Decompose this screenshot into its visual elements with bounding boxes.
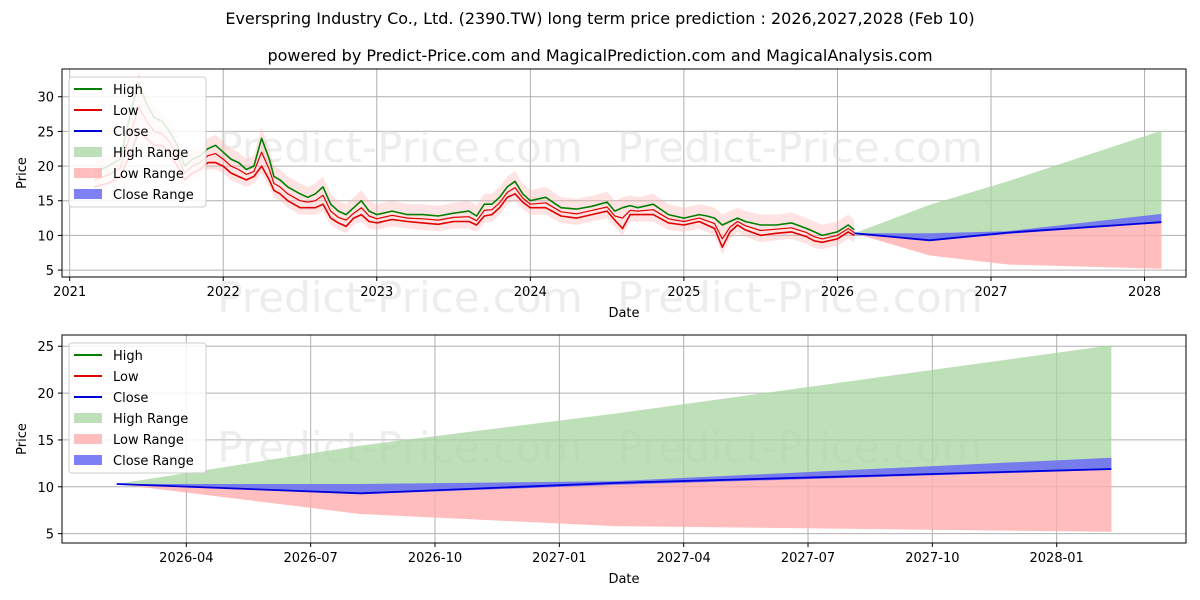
y-tick-label: 15 [37, 434, 54, 449]
x-tick-label: 2025 [667, 285, 700, 300]
close-series-line [116, 468, 1112, 495]
legend-label: Low [113, 370, 139, 385]
y-tick-label: 25 [37, 340, 54, 355]
y-tick-label: 5 [46, 264, 54, 279]
legend-label: High [113, 83, 143, 98]
low-range-band [116, 469, 1112, 532]
x-tick-label: 2027-07 [781, 551, 835, 566]
axes-frame [61, 68, 1187, 278]
watermark-text: Predict-Price.com [217, 123, 582, 172]
plot-area [116, 345, 1112, 532]
y-tick-label: 20 [37, 387, 54, 402]
watermark-text: Predict-Price.com [617, 123, 982, 172]
legend-label: High [113, 349, 143, 364]
low-series-line [94, 130, 855, 248]
y-tick-label: 10 [37, 229, 54, 244]
y-tick-label: 15 [37, 195, 54, 210]
legend-swatch [74, 434, 102, 444]
x-tick-label: 2027 [974, 285, 1007, 300]
x-tick-label: 2028 [1128, 285, 1161, 300]
plot-area [93, 72, 1162, 269]
x-tick-label: 2023 [360, 285, 393, 300]
chart-title: Everspring Industry Co., Ltd. (2390.TW) … [225, 9, 975, 28]
high-range-band [854, 130, 1162, 241]
x-tick-label: 2022 [207, 285, 240, 300]
x-tick-label: 2024 [514, 285, 547, 300]
high-series-line [93, 82, 855, 237]
watermark-text: Predict-Price.com [217, 273, 582, 322]
x-axis-label: Date [608, 306, 639, 321]
legend-box [68, 76, 207, 208]
close-range-band [854, 213, 1162, 241]
x-axis-label: Date [608, 572, 639, 587]
legend-label: High Range [113, 146, 188, 161]
watermark-text: Predict-Price.com [617, 273, 982, 322]
y-tick-label: 10 [37, 481, 54, 496]
y-axis-label: Price [15, 157, 30, 189]
x-tick-label: 2026 [821, 285, 854, 300]
low-range-band [854, 222, 1162, 269]
close-series-line [854, 221, 1162, 242]
legend-label: Close [113, 125, 148, 140]
chart-panel-1: Predict-Price.com Predict-Price.com Predic… [15, 68, 1187, 322]
y-tick-label: 5 [46, 528, 54, 543]
legend-label: Low Range [113, 167, 184, 182]
chart-subtitle: powered by Predict-Price.com and Magical… [267, 46, 933, 65]
y-tick-label: 25 [37, 125, 54, 140]
legend-swatch [74, 189, 102, 199]
x-tick-label: 2026-04 [159, 551, 213, 566]
x-tick-label: 2028-01 [1030, 551, 1084, 566]
legend-box [68, 342, 207, 474]
x-tick-label: 2027-10 [905, 551, 959, 566]
close-range-band [116, 457, 1112, 495]
y-tick-label: 30 [37, 91, 54, 106]
close-history-line [94, 106, 855, 240]
x-tick-label: 2027-04 [657, 551, 711, 566]
legend-swatch [74, 413, 102, 423]
high-range-band [116, 345, 1112, 494]
legend-label: Low [113, 104, 139, 119]
x-tick-label: 2026-10 [408, 551, 462, 566]
axes-frame [61, 334, 1187, 544]
legend-label: High Range [113, 412, 188, 427]
historical-range-band [94, 72, 855, 255]
legend-label: Low Range [113, 433, 184, 448]
x-tick-label: 2021 [53, 285, 86, 300]
legend-swatch [74, 168, 102, 178]
legend-label: Close Range [113, 188, 194, 203]
chart-panel-2: Predict-Price.comPredict-Price.com2026-0… [15, 334, 1187, 587]
x-tick-label: 2026-07 [284, 551, 338, 566]
y-tick-label: 20 [37, 160, 54, 175]
legend-swatch [74, 455, 102, 465]
legend-label: Close Range [113, 454, 194, 469]
y-axis-label: Price [15, 423, 30, 455]
x-tick-label: 2027-01 [532, 551, 586, 566]
legend-swatch [74, 147, 102, 157]
legend-label: Close [113, 391, 148, 406]
